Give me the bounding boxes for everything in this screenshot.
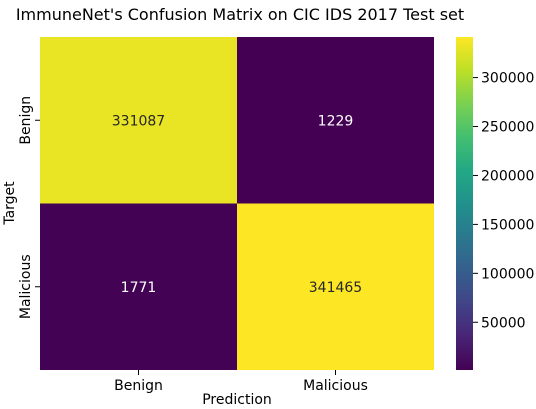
y-tick-label: Malicious bbox=[18, 254, 34, 319]
colorbar-tick-label: 300000 bbox=[481, 71, 534, 87]
heatmap-cell bbox=[40, 37, 237, 204]
colorbar-tick-label: 100000 bbox=[481, 266, 534, 282]
y-axis-label: Target bbox=[2, 181, 18, 226]
colorbar bbox=[456, 37, 473, 370]
colorbar-tick-label: 200000 bbox=[481, 168, 534, 184]
colorbar-tick-label: 50000 bbox=[481, 315, 526, 331]
y-axis: Benign Malicious bbox=[18, 96, 40, 319]
x-tick-label: Malicious bbox=[303, 378, 368, 394]
colorbar-ticks: 50000 100000 150000 200000 250000 300000 bbox=[473, 71, 534, 331]
cell-value-label: 331087 bbox=[112, 113, 165, 129]
cell-value-label: 341465 bbox=[309, 280, 362, 296]
y-tick-label: Benign bbox=[18, 96, 34, 145]
heatmap-cell bbox=[237, 203, 434, 370]
heatmap-cells: 331087 1229 1771 341465 bbox=[40, 37, 434, 370]
cell-value-label: 1229 bbox=[318, 113, 354, 129]
colorbar-tick-label: 250000 bbox=[481, 120, 534, 136]
x-tick-label: Benign bbox=[114, 378, 163, 394]
x-axis: Benign Malicious bbox=[114, 370, 368, 394]
cell-value-label: 1771 bbox=[121, 280, 157, 296]
chart-title: ImmuneNet's Confusion Matrix on CIC IDS … bbox=[16, 5, 464, 24]
x-axis-label: Prediction bbox=[202, 392, 272, 408]
colorbar-tick-label: 150000 bbox=[481, 217, 534, 233]
heatmap-cell bbox=[237, 37, 434, 204]
heatmap-cell bbox=[40, 203, 237, 370]
